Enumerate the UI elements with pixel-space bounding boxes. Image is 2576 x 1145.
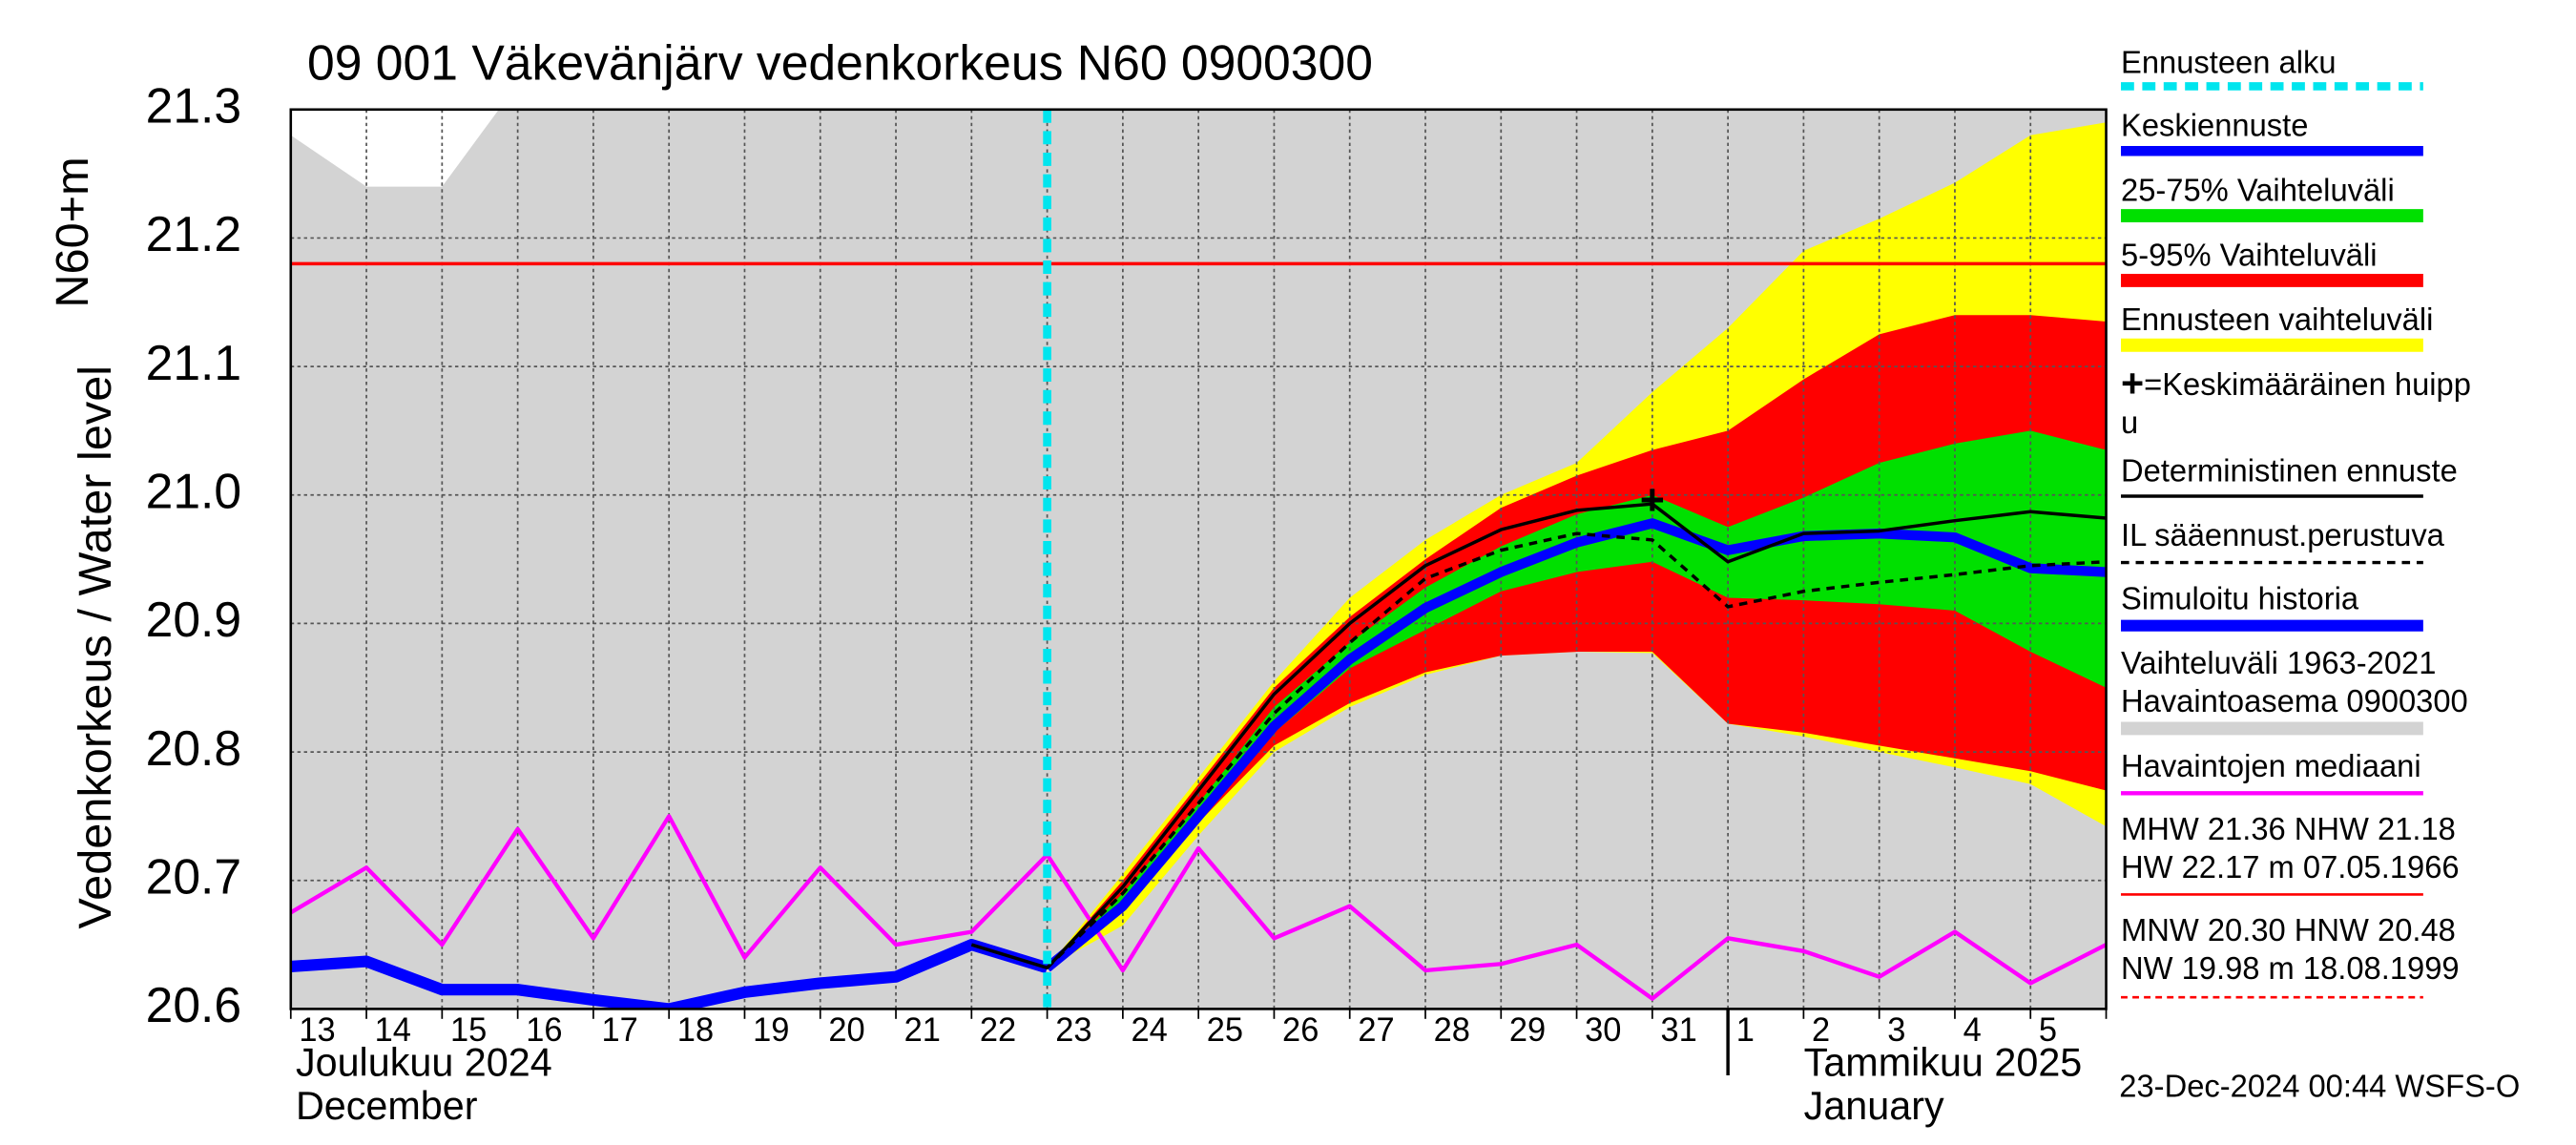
x-tick-label: 1 (1736, 1012, 1755, 1049)
series-line (290, 814, 2107, 1001)
y-tick-label: 20.7 (146, 849, 242, 905)
x-tick-label: 21 (904, 1012, 941, 1049)
legend-label: Havaintojen mediaani (2121, 748, 2421, 783)
month-label: January (1804, 1083, 1944, 1128)
x-tick-label: 5 (2039, 1012, 2057, 1049)
x-tick-label: 25 (1207, 1012, 1243, 1049)
y-tick-label: 21.0 (146, 464, 242, 519)
x-tick-label: 24 (1131, 1012, 1167, 1049)
x-tick-label: 15 (450, 1012, 487, 1049)
legend-symbol: + (2121, 361, 2144, 406)
legend-label: u (2121, 405, 2138, 440)
legend-label: MHW 21.36 NHW 21.18 (2121, 811, 2456, 846)
x-tick-label: 27 (1358, 1012, 1394, 1049)
x-tick-label: 4 (1963, 1012, 1982, 1049)
x-tick-label: 14 (375, 1012, 411, 1049)
x-tick-label: 13 (299, 1012, 335, 1049)
legend-label: HW 22.17 m 07.05.1966 (2121, 849, 2460, 885)
series-line (970, 502, 2107, 970)
legend-label: Ennusteen alku (2121, 44, 2337, 79)
y-tick-label: 20.8 (146, 721, 242, 777)
month-label: December (296, 1083, 478, 1128)
legend-label: Ennusteen vaihteluväli (2121, 302, 2433, 337)
y-unit-label: N60+m (47, 156, 98, 307)
x-tick-label: 31 (1660, 1012, 1696, 1049)
x-tick-label: 17 (602, 1012, 638, 1049)
y-tick-label: 20.6 (146, 978, 242, 1033)
x-tick-label: 30 (1585, 1012, 1621, 1049)
x-tick-label: 28 (1434, 1012, 1470, 1049)
legend-label: MNW 20.30 HNW 20.48 (2121, 912, 2456, 947)
x-tick-label: 16 (526, 1012, 562, 1049)
legend-label: Simuloitu historia (2121, 580, 2359, 615)
month-label: Joulukuu 2024 (296, 1039, 552, 1084)
x-tick-label: 19 (753, 1012, 789, 1049)
series-line (290, 938, 1049, 1010)
legend-label: Vaihteluväli 1963-2021 (2121, 645, 2436, 680)
footer: 23-Dec-2024 00:44 WSFS-O (2119, 1068, 2520, 1103)
legend-label: Deterministinen ennuste (2121, 452, 2458, 488)
overlay: 20.620.720.820.921.021.121.221.3+13 14 15 1… (146, 44, 2471, 1075)
legend-label: =Keskimääräinen huipp (2144, 366, 2471, 402)
chart-title: 09 001 Väkevänjärv vedenkorkeus N60 0900… (307, 35, 1373, 91)
peak-marker: + (1640, 475, 1665, 524)
legend-label: 5-95% Vaihteluväli (2121, 237, 2378, 272)
y-tick-label: 21.3 (146, 78, 242, 134)
y-tick-label: 20.9 (146, 593, 242, 648)
legend-label: 25-75% Vaihteluväli (2121, 172, 2395, 207)
month-label: Tammikuu 2025 (1804, 1039, 2083, 1084)
y-axis-label: Vedenkorkeus / Water level (70, 365, 121, 929)
series-line (1044, 518, 2107, 972)
x-tick-label: 26 (1282, 1012, 1319, 1049)
y-tick-label: 21.1 (146, 336, 242, 391)
x-tick-label: 2 (1812, 1012, 1830, 1049)
x-tick-label: 3 (1887, 1012, 1905, 1049)
legend-label: Havaintoasema 0900300 (2121, 683, 2468, 718)
x-tick-label: 23 (1055, 1012, 1091, 1049)
forecast-band (1047, 430, 2107, 968)
x-tick-label: 22 (980, 1012, 1016, 1049)
legend-label: NW 19.98 m 18.08.1999 (2121, 950, 2460, 986)
plot-area (290, 109, 2107, 1010)
x-tick-label: 29 (1509, 1012, 1546, 1049)
y-tick-label: 21.2 (146, 207, 242, 262)
x-tick-label: 20 (828, 1012, 864, 1049)
series-line (1046, 531, 2107, 969)
x-tick-label: 18 (677, 1012, 714, 1049)
legend-label: IL sääennust.perustuva (2121, 517, 2445, 552)
history-band (290, 109, 2107, 1010)
legend-label: Keskiennuste (2121, 107, 2308, 142)
